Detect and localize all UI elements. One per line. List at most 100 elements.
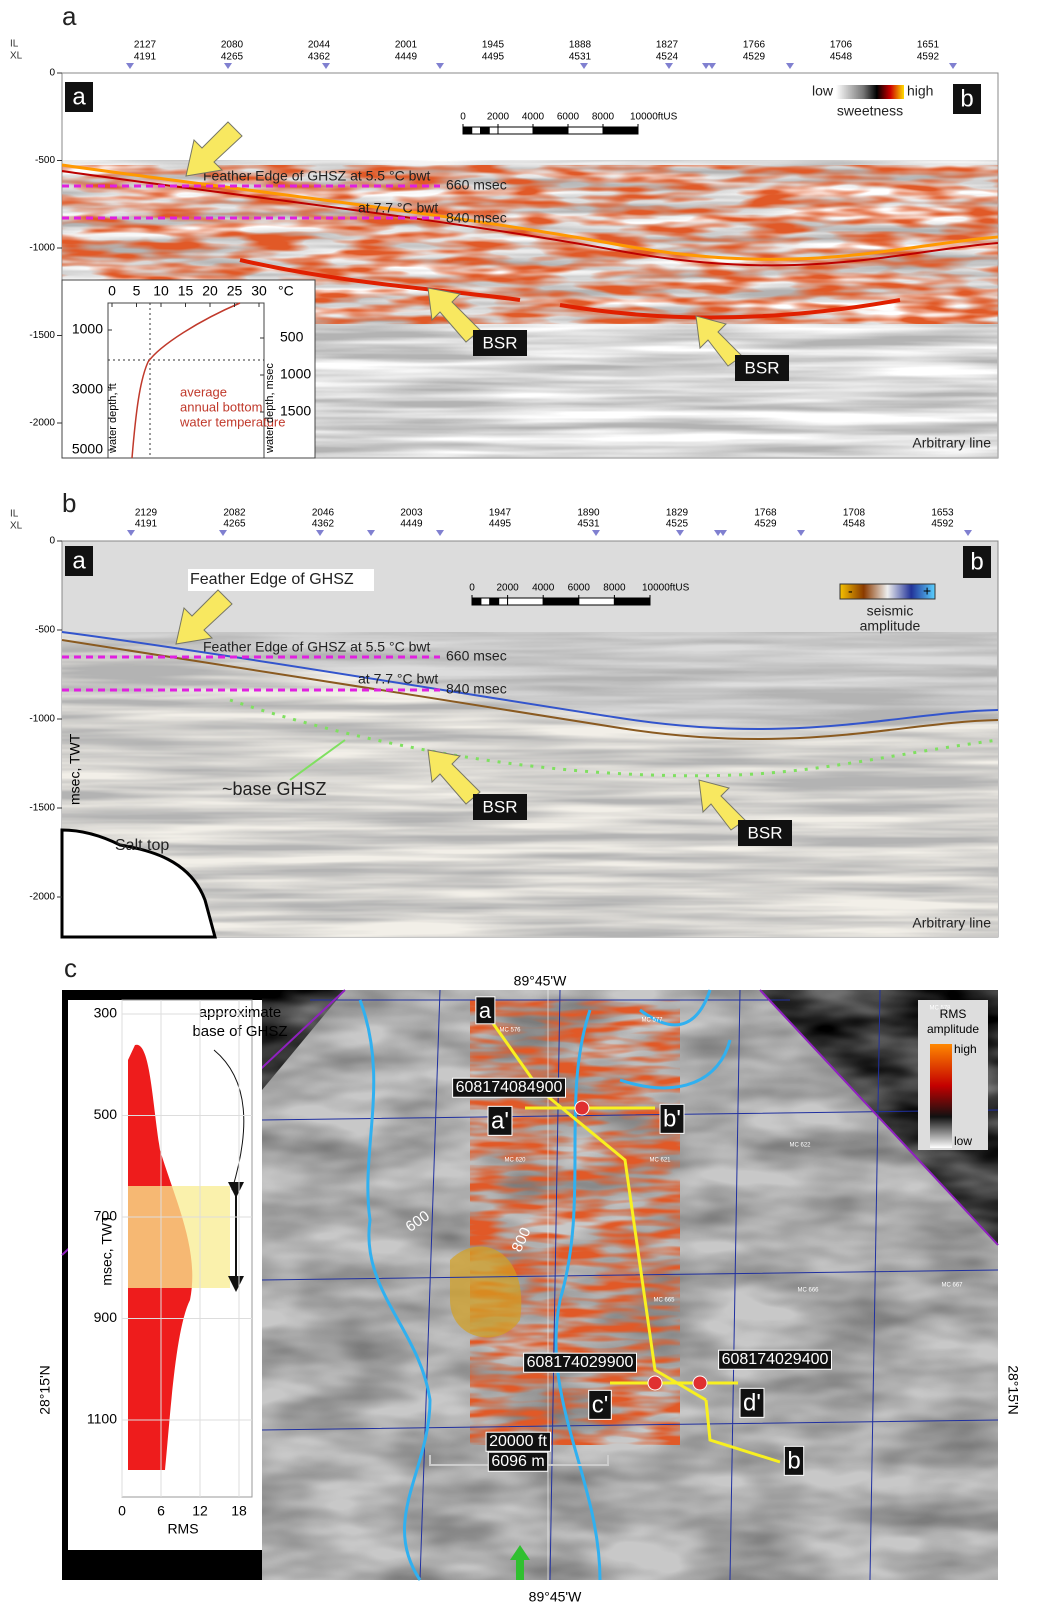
scale-segment	[471, 597, 482, 606]
trace-marker	[436, 530, 444, 536]
crossline-label: 4265	[223, 519, 246, 530]
trace-marker	[580, 63, 588, 69]
scale-label: 6096 m	[491, 1453, 544, 1470]
annotation: 660 msec	[446, 648, 507, 664]
end-label: d'	[743, 1389, 761, 1416]
y-tick-label: -500	[35, 625, 55, 636]
trace-marker	[219, 530, 227, 536]
well-label: 608174029900	[527, 1354, 634, 1371]
xl-label: XL	[10, 51, 23, 62]
inline-label: 1890	[577, 508, 600, 519]
scale-label: 10000ftUS	[642, 583, 690, 594]
longitude-label: 89°45'W	[529, 1589, 582, 1605]
inline-label: 2082	[223, 508, 246, 519]
crossline-label: 4592	[917, 52, 940, 63]
block-label: MC 620	[504, 1158, 526, 1164]
il-label: IL	[10, 39, 19, 50]
x-tick-label: 10	[153, 283, 169, 299]
crossline-label: 4449	[400, 519, 423, 530]
line-label: Arbitrary line	[912, 915, 991, 931]
trace-marker	[949, 63, 957, 69]
arrow	[427, 287, 481, 343]
label-box	[487, 1451, 549, 1472]
crossline-label: 4529	[743, 52, 766, 63]
x-tick-label: 30	[251, 283, 267, 299]
annotation: 660 msec	[446, 177, 507, 193]
block-label: MC 577	[641, 1018, 663, 1024]
y-tick-label: -500	[35, 155, 55, 166]
scale-segment	[542, 597, 580, 606]
bsr-label: BSR	[745, 358, 780, 377]
trace-marker	[797, 530, 805, 536]
label-box	[65, 546, 93, 576]
colorbar-label: +	[923, 583, 931, 599]
axis-title: msec, TWT	[67, 733, 83, 805]
bsr-label: BSR	[483, 797, 518, 816]
xl-label: XL	[10, 521, 23, 532]
scale-label: 6000	[557, 112, 580, 123]
arrow	[427, 749, 481, 805]
annotation: 840 msec	[446, 210, 507, 226]
scale-label: 8000	[592, 112, 615, 123]
y-tick-label: 0	[49, 68, 55, 79]
end-label: b'	[663, 1105, 681, 1132]
scale-segment	[480, 126, 490, 135]
annotation: approximate	[199, 1004, 282, 1021]
crossline-label: 4362	[308, 52, 331, 63]
trace-marker	[367, 530, 375, 536]
x-tick-label: 6	[157, 1503, 165, 1519]
label-box	[452, 1077, 566, 1098]
crossline-label: 4495	[482, 52, 505, 63]
x-tick-label: 0	[108, 283, 116, 299]
inline-label: 1947	[489, 508, 512, 519]
trace-marker	[786, 63, 794, 69]
inset	[61, 279, 316, 459]
y-tick-label: -2000	[29, 418, 55, 429]
inline-label: 1768	[754, 508, 777, 519]
scale-segment	[578, 597, 615, 606]
longitude-label: 89°45'W	[514, 973, 567, 989]
inset-annotation: water temperature	[179, 414, 286, 429]
end-label: b	[970, 548, 983, 575]
block-label: MC 622	[789, 1143, 811, 1149]
annotation: at 7.7 °C bwt	[358, 671, 438, 687]
trace-marker	[224, 63, 232, 69]
trace-marker	[316, 530, 324, 536]
label-box	[487, 1105, 513, 1136]
label-box	[588, 1389, 612, 1420]
annotation: Feather Edge of GHSZ at 5.5 °C bwt	[203, 639, 430, 655]
trace-marker	[702, 63, 710, 69]
well-label: 608174029400	[722, 1351, 829, 1368]
inline-label: 2003	[400, 508, 423, 519]
il-label: IL	[10, 509, 19, 520]
x-tick-label: 18	[231, 1503, 247, 1519]
inline-label: 2044	[308, 40, 331, 51]
seismic-section	[60, 540, 999, 939]
crossline-label: 4531	[577, 519, 600, 530]
colorbar-title: sweetness	[837, 103, 903, 119]
y-tick-label: -1000	[29, 714, 55, 725]
end-label: a	[479, 998, 492, 1023]
end-label: b	[960, 85, 973, 112]
scale-label: 2000	[496, 583, 519, 594]
panel-label: c	[64, 953, 77, 983]
label-box	[783, 1445, 805, 1476]
trace-marker	[964, 530, 972, 536]
generated: 2127419120804265204443622001444919454495…	[29, 40, 972, 1519]
crossline-label: 4265	[221, 52, 244, 63]
y-tick-label: 300	[94, 1005, 118, 1021]
block-label: MC 666	[797, 1288, 819, 1294]
scale-segment	[489, 597, 500, 606]
scale-label: 10000ftUS	[630, 112, 678, 123]
y-tick-label: 1000	[72, 321, 103, 337]
colorbar-title: seismic	[867, 603, 914, 619]
label-box	[523, 1352, 637, 1373]
inset-annotation: average	[180, 384, 227, 399]
axis-unit: °C	[278, 283, 294, 299]
block-label: MC 665	[653, 1298, 675, 1304]
y-tick-label: 1500	[280, 403, 311, 419]
label-box	[659, 1103, 685, 1134]
label-box	[953, 84, 981, 114]
label-box	[485, 1431, 551, 1452]
scale-label: 0	[460, 112, 466, 123]
